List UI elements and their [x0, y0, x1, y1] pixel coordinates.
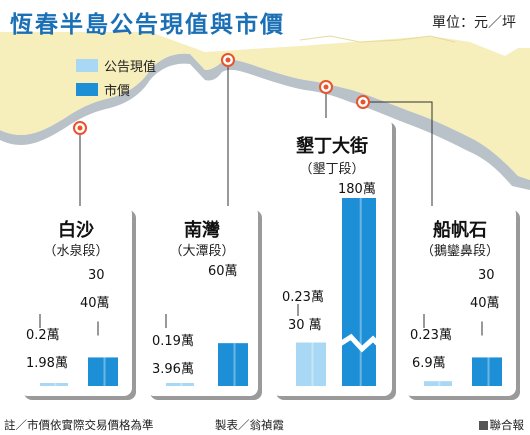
announced-value-top: 0.23萬	[282, 290, 324, 305]
unit-label: 單位：元／坪	[432, 15, 516, 31]
location-name: 船帆石	[433, 220, 487, 241]
announced-value-top: 0.19萬	[152, 334, 194, 349]
marker-chuanfan[interactable]	[356, 95, 370, 109]
market-value-bottom: 40萬	[470, 296, 500, 311]
location-sub: （大潭段）	[169, 244, 235, 259]
location-name: 白沙	[58, 220, 94, 241]
announced-value-top: 0.2萬	[26, 328, 60, 343]
coastline-shadow	[0, 53, 530, 190]
card-nanwan: 南灣 （大潭段） 60萬 0.19萬 3.96萬	[146, 206, 258, 396]
announced-value-bottom: 3.96萬	[152, 362, 194, 377]
legend-label-announced: 公告現值	[104, 60, 157, 75]
peninsula-land	[0, 32, 530, 180]
market-value: 60萬	[208, 264, 238, 279]
inland-ridge	[299, 35, 456, 43]
page-title: 恆春半島公告現值與市價	[10, 12, 285, 38]
market-value-top: 30	[88, 268, 105, 283]
footer-source: 聯合報	[478, 417, 525, 433]
footer-credit: 製表／翁禎霞	[215, 418, 284, 432]
legend-swatch-announced	[76, 59, 98, 72]
footer-source-label: 聯合報	[489, 418, 525, 432]
market-value-bottom: 40萬	[80, 296, 110, 311]
location-name: 南灣	[184, 220, 220, 241]
marker-kenting[interactable]	[319, 80, 333, 94]
leader-line-chuanfan	[363, 101, 433, 206]
card-baisha: 白沙 （水泉段） 30 40萬 0.2萬 1.98萬	[20, 206, 132, 396]
legend-label-market: 市價	[104, 84, 131, 99]
announced-value-bottom: 1.98萬	[26, 356, 68, 371]
location-sub: （水泉段）	[43, 244, 109, 259]
announced-value-bottom: 6.9萬	[412, 356, 446, 371]
market-value: 180萬	[338, 182, 376, 197]
legend-swatch-market	[76, 83, 98, 96]
location-sub: （鵝鑾鼻段）	[420, 244, 499, 259]
source-mark-icon	[478, 421, 488, 430]
card-kenting: 墾丁大街 （墾丁段） 180萬 0.23萬 30 萬	[272, 118, 392, 396]
location-name: 墾丁大街	[296, 136, 368, 157]
marker-baisha[interactable]	[73, 121, 87, 135]
market-value-top: 30	[478, 268, 495, 283]
card-chuanfan: 船帆石 （鵝鑾鼻段） 30 40萬 0.23萬 6.9萬	[404, 206, 516, 396]
marker-nanwan[interactable]	[221, 53, 235, 67]
location-sub: （墾丁段）	[299, 162, 365, 177]
announced-value-top: 0.23萬	[410, 328, 452, 343]
footer-note: 註／市價依實際交易價格為準	[4, 418, 154, 432]
announced-value-bottom: 30 萬	[288, 318, 322, 333]
